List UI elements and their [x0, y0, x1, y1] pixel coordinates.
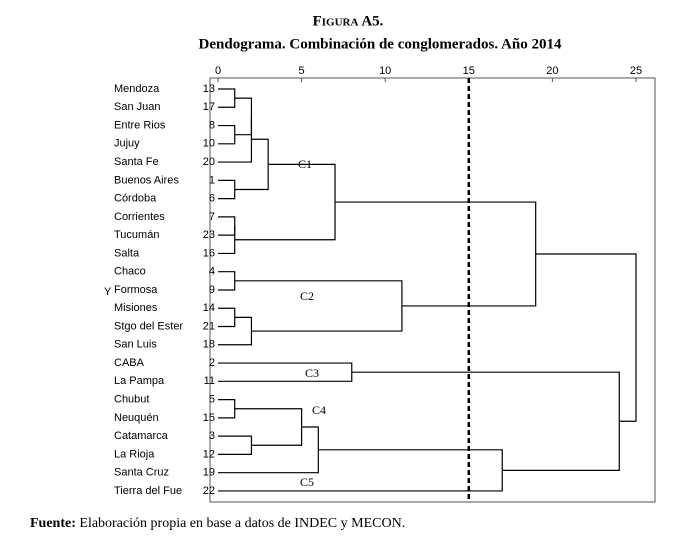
leaf-id: 3 [209, 430, 215, 442]
merge-link [218, 271, 236, 291]
x-tick-label: 25 [630, 65, 642, 77]
leaf-id: 7 [209, 211, 215, 223]
merge-link [351, 371, 620, 471]
leaf-id: 14 [203, 302, 215, 314]
leaf-id: 20 [203, 156, 215, 168]
leaf-id: 21 [203, 320, 215, 332]
leaf-id: 9 [209, 284, 215, 296]
leaf-label: La Rioja [114, 448, 155, 460]
leaf-id: 19 [203, 467, 215, 479]
leaf-id: 5 [209, 393, 215, 405]
leaf-id: 17 [203, 101, 215, 113]
y-label: Y [104, 286, 112, 298]
leaf-label: Entre Rios [114, 119, 166, 131]
leaf-id: 15 [203, 412, 215, 424]
leaf-label: Tucumán [114, 229, 159, 241]
leaf-label: La Pampa [114, 375, 165, 387]
merge-link [218, 124, 236, 145]
leaf-label: Catamarca [114, 430, 169, 442]
leaf-label: Jujuy [114, 138, 140, 150]
leaf-label: Stgo del Ester [114, 320, 183, 332]
cluster-label: C3 [305, 366, 319, 380]
leaf-label: Mendoza [114, 83, 160, 95]
merge-link [218, 449, 503, 492]
x-tick-label: 20 [546, 65, 558, 77]
leaf-label: Santa Cruz [114, 467, 169, 479]
merge-link [234, 280, 403, 332]
merge-link [218, 116, 253, 163]
figure-title: Figura A5. [313, 13, 384, 29]
merge-link [218, 88, 236, 108]
leaf-id: 12 [203, 448, 215, 460]
cluster-label: C2 [300, 289, 314, 303]
source-text: Elaboración propia en base a datos de IN… [79, 516, 405, 531]
merge-link [335, 201, 537, 307]
leaf-label: Tierra del Fue [114, 485, 182, 497]
leaf-id: 8 [209, 119, 215, 131]
merge-link [218, 226, 236, 255]
merge-link [218, 216, 236, 236]
x-tick-label: 5 [299, 65, 305, 77]
plot-frame [209, 77, 656, 503]
merge-link [218, 426, 319, 474]
leaf-id: 13 [203, 83, 215, 95]
leaf-id: 18 [203, 339, 215, 351]
leaf-id: 10 [203, 138, 215, 150]
leaf-label: Salta [114, 247, 140, 259]
leaf-id: 2 [209, 357, 215, 369]
merge-link [218, 435, 253, 455]
leaf-label: Chaco [114, 266, 146, 278]
merge-link [218, 179, 236, 200]
leaf-id: 22 [203, 485, 215, 497]
x-tick-label: 15 [463, 65, 475, 77]
leaf-id: 1 [209, 174, 215, 186]
source-label: Fuente: [30, 516, 76, 531]
leaf-label: Misiones [114, 302, 158, 314]
x-tick-label: 0 [215, 65, 221, 77]
cluster-label: C5 [300, 475, 314, 489]
leaf-id: 11 [204, 375, 215, 387]
merge-link [218, 362, 353, 382]
cluster-label: C1 [298, 157, 312, 171]
leaf-id: 6 [209, 193, 215, 205]
figure-subtitle: Dendograma. Combinación de conglomerados… [199, 36, 562, 52]
leaf-id: 4 [209, 266, 215, 278]
leaf-label: Santa Fe [114, 156, 159, 168]
leaf-label: Buenos Aires [114, 174, 179, 186]
merge-link [535, 253, 637, 422]
cluster-label: C4 [312, 403, 326, 417]
leaf-label: CABA [114, 357, 145, 369]
merge-link [234, 408, 303, 446]
merge-link [234, 163, 336, 241]
leaf-label: San Luis [114, 339, 157, 351]
merge-link [218, 398, 236, 419]
source-note: Fuente: Elaboración propia en base a dat… [30, 516, 405, 531]
leaf-label: Chubut [114, 393, 149, 405]
merge-link [218, 307, 236, 328]
leaf-id: 16 [203, 247, 215, 259]
leaf-label: Córdoba [114, 193, 157, 205]
leaf-label: Corrientes [114, 211, 165, 223]
x-tick-label: 10 [379, 65, 391, 77]
leaf-label: San Juan [114, 101, 160, 113]
merge-link [234, 97, 253, 136]
leaf-id: 23 [203, 229, 215, 241]
leaf-label: Neuquén [114, 412, 159, 424]
leaf-label: Formosa [114, 284, 158, 296]
